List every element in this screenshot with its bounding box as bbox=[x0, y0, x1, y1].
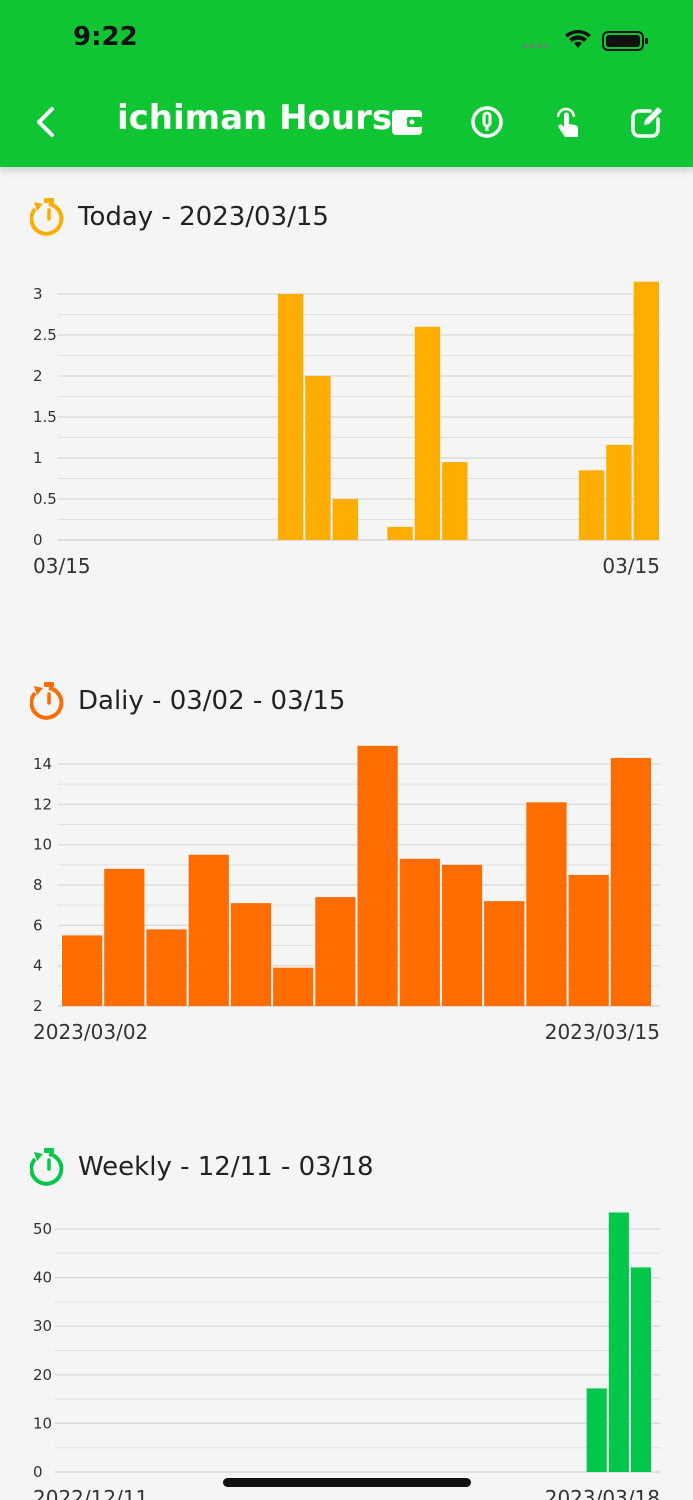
stopwatch-icon bbox=[471, 106, 503, 138]
bar bbox=[146, 929, 187, 1006]
bar bbox=[104, 868, 145, 1006]
today-chart: 0 0.5 1 1.5 2 2.5 3 03/15 03/15 bbox=[33, 281, 660, 578]
y-tick-label: 1.5 bbox=[33, 408, 57, 426]
bar bbox=[399, 858, 440, 1006]
edit-icon bbox=[631, 107, 662, 138]
bar bbox=[606, 444, 632, 540]
y-tick-label: 10 bbox=[33, 836, 52, 854]
bar bbox=[414, 326, 441, 540]
stopwatch-yellow-icon bbox=[30, 198, 64, 236]
y-tick-label: 2.5 bbox=[33, 326, 57, 344]
daily-section-title: Daliy - 03/02 - 03/15 bbox=[78, 686, 346, 716]
weekly-chart: 0 10 20 30 40 50 2022/12/11 2023/03/18 bbox=[33, 1212, 660, 1500]
bar bbox=[188, 854, 229, 1006]
bar bbox=[441, 864, 483, 1006]
page-title: ichiman Hours bbox=[117, 98, 393, 138]
edit-button[interactable] bbox=[625, 100, 669, 144]
y-tick-label: 10 bbox=[33, 1414, 52, 1432]
daily-chart: 2 4 6 8 10 12 14 2023/03/02 2023/03/15 bbox=[33, 745, 660, 1044]
stopwatch-button[interactable] bbox=[465, 100, 509, 144]
bar bbox=[578, 470, 605, 540]
home-indicator[interactable] bbox=[223, 1478, 471, 1487]
y-tick-label: 50 bbox=[33, 1220, 52, 1238]
bar bbox=[586, 1388, 607, 1472]
y-tick-label: 20 bbox=[33, 1366, 52, 1384]
touch-icon bbox=[556, 107, 579, 137]
x-end-label: 2023/03/15 bbox=[545, 1020, 660, 1044]
y-tick-label: 3 bbox=[33, 285, 43, 303]
wifi-icon bbox=[565, 29, 591, 48]
stopwatch-green-icon bbox=[30, 1148, 64, 1186]
y-tick-label: 4 bbox=[33, 957, 43, 975]
bar bbox=[484, 901, 525, 1006]
battery-icon bbox=[602, 31, 648, 51]
bar bbox=[305, 376, 331, 540]
x-end-label: 2023/03/18 bbox=[545, 1486, 660, 1500]
wallet-button[interactable] bbox=[385, 100, 429, 144]
y-tick-label: 2 bbox=[33, 367, 43, 385]
bar bbox=[633, 281, 659, 540]
y-tick-label: 2 bbox=[33, 997, 43, 1015]
x-end-label: 03/15 bbox=[602, 554, 660, 578]
bar bbox=[610, 757, 651, 1006]
bar bbox=[315, 897, 356, 1006]
x-start-label: 03/15 bbox=[33, 554, 91, 578]
status-icons bbox=[523, 29, 648, 51]
bar bbox=[526, 802, 567, 1006]
weekly-section-title: Weekly - 12/11 - 03/18 bbox=[78, 1152, 374, 1182]
bar bbox=[442, 462, 468, 540]
y-tick-label: 0 bbox=[33, 1463, 43, 1481]
bar bbox=[387, 526, 413, 540]
stopwatch-orange-icon bbox=[30, 682, 64, 720]
y-tick-label: 0 bbox=[33, 531, 43, 549]
back-button[interactable] bbox=[24, 100, 68, 144]
bar bbox=[230, 903, 272, 1006]
x-start-label: 2022/12/11 bbox=[33, 1486, 148, 1500]
bar bbox=[62, 935, 103, 1006]
today-section-title: Today - 2023/03/15 bbox=[78, 202, 329, 232]
y-tick-label: 12 bbox=[33, 795, 52, 813]
bar bbox=[277, 294, 304, 540]
bar bbox=[568, 874, 609, 1006]
y-tick-label: 0.5 bbox=[33, 490, 57, 508]
touch-button[interactable] bbox=[545, 100, 589, 144]
x-start-label: 2023/03/02 bbox=[33, 1020, 148, 1044]
y-tick-label: 8 bbox=[33, 876, 43, 894]
app-header: 9:22 ichiman Hours bbox=[0, 0, 693, 167]
bar bbox=[608, 1212, 629, 1472]
y-tick-label: 40 bbox=[33, 1269, 52, 1287]
back-icon bbox=[37, 107, 54, 137]
bar bbox=[630, 1267, 651, 1472]
bar bbox=[357, 745, 398, 1006]
status-time: 9:22 bbox=[73, 22, 138, 52]
cellular-icon bbox=[523, 44, 548, 48]
y-tick-label: 1 bbox=[33, 449, 43, 467]
bar bbox=[273, 967, 314, 1006]
wallet-icon bbox=[392, 110, 422, 135]
y-tick-label: 6 bbox=[33, 916, 43, 934]
bar bbox=[332, 499, 358, 540]
y-tick-label: 14 bbox=[33, 755, 52, 773]
y-tick-label: 30 bbox=[33, 1317, 52, 1335]
